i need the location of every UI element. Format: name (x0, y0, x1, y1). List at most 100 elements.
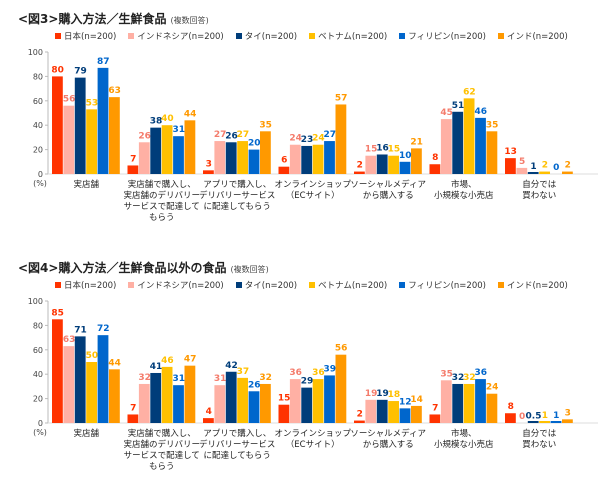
data-label: 16 (376, 143, 389, 153)
data-label: 2 (565, 161, 571, 171)
bar (527, 172, 539, 174)
bar (74, 336, 86, 423)
legend-swatch (497, 282, 504, 288)
legend-item: インド(n=200) (497, 30, 568, 42)
data-label: 4 (206, 407, 212, 417)
chart-subtitle: (複数回答) (170, 16, 209, 25)
x-tick-label: オンラインショップ（ECサイト） (274, 180, 351, 201)
data-label: 0 (519, 412, 525, 422)
legend: 日本(n=200) インドネシア(n=200) タイ(n=200) ベトナム(n… (55, 279, 568, 291)
data-label: 13 (504, 147, 517, 157)
bar (150, 372, 162, 423)
legend-swatch (309, 33, 316, 39)
x-tick-label: 実店舗で購入し、実店舗のデリバリーサービスで配達してもらう (123, 428, 200, 472)
bar (260, 131, 271, 174)
data-label: 42 (225, 361, 238, 371)
bar (173, 136, 184, 174)
data-label: 36 (312, 368, 325, 378)
data-label: 51 (452, 101, 465, 111)
bar (74, 77, 86, 174)
data-label: 26 (138, 131, 151, 141)
bar (278, 404, 290, 423)
x-tick-label-line: 買わない (522, 191, 556, 201)
bar (203, 418, 214, 423)
bar (452, 111, 464, 174)
data-label: 19 (376, 389, 389, 399)
bar (312, 144, 324, 174)
x-tick-label-line: に配達してもらう (204, 201, 271, 212)
x-tick-label-line: （ECサイト） (286, 190, 340, 201)
data-label: 32 (452, 373, 465, 383)
x-tick-label-line: オンラインショップ (274, 429, 351, 439)
legend-item: ベトナム(n=200) (309, 279, 387, 291)
x-tick-label-line: デリバリーサービス (199, 190, 275, 201)
data-label: 50 (86, 351, 99, 361)
data-label: 8 (508, 402, 514, 412)
data-label: 1 (542, 411, 548, 421)
data-label: 3 (565, 408, 571, 418)
y-tick-label: 100 (28, 297, 43, 306)
y-tick-label: 20 (33, 146, 43, 155)
data-label: 47 (184, 355, 197, 365)
y-tick-label: 20 (33, 395, 43, 404)
x-tick-label-line: 自分では (522, 179, 557, 190)
bar (399, 161, 411, 174)
x-tick-label-line: 小規模な小売店 (434, 190, 494, 201)
bar (335, 354, 347, 423)
bar (539, 171, 550, 174)
y-tick-label: 40 (33, 370, 43, 379)
data-label: 32 (463, 373, 476, 383)
bar (429, 414, 441, 423)
legend-item: ベトナム(n=200) (309, 30, 387, 42)
bar (475, 117, 486, 174)
bar (127, 165, 139, 174)
chart-title-text: <図4>購入方法／生鮮食品以外の食品 (18, 261, 227, 275)
bar (184, 365, 196, 423)
x-tick-label: 自分では買わない (522, 179, 557, 201)
bar (312, 379, 324, 423)
data-label: 27 (214, 130, 227, 140)
data-label: 87 (97, 57, 110, 67)
data-label: 57 (335, 93, 348, 103)
x-tick-label-line: 実店舗のデリバリー (123, 439, 200, 450)
data-label: 32 (138, 373, 151, 383)
bar (214, 141, 226, 174)
x-tick-label: アプリで購入し、デリバリーサービスに配達してもらう (199, 179, 275, 212)
data-label: 38 (150, 117, 163, 127)
bar (289, 144, 301, 174)
bar (388, 155, 399, 174)
bar (365, 399, 377, 423)
chart-title: <図3>購入方法／生鮮食品 (複数回答) (18, 10, 209, 27)
x-tick-label-line: 買わない (522, 440, 556, 450)
x-tick-label-line: 自分では (522, 428, 557, 439)
data-label: 18 (388, 390, 401, 400)
x-tick-label: 自分では買わない (522, 428, 557, 450)
bar (452, 383, 464, 423)
bar (301, 387, 313, 423)
bar (376, 154, 388, 174)
x-tick-label-line: 実店舗 (73, 428, 99, 439)
legend-item: インド(n=200) (497, 279, 568, 291)
y-tick-label: 100 (28, 48, 43, 57)
data-label: 27 (324, 130, 337, 140)
y-tick-label: 60 (33, 346, 43, 355)
x-tick-label: 市場、小規模な小売店 (434, 179, 494, 201)
data-label: 45 (440, 108, 453, 118)
bar (237, 377, 248, 423)
data-label: 8 (432, 153, 438, 163)
data-label: 62 (463, 87, 476, 97)
bar (109, 97, 120, 174)
x-tick-label-line: 実店舗のデリバリー (123, 190, 200, 201)
bar (475, 379, 486, 423)
bar (376, 399, 388, 423)
bar (161, 366, 173, 423)
legend-swatch (55, 33, 61, 39)
data-label: 2 (357, 410, 363, 420)
bar (203, 170, 214, 174)
data-label: 10 (399, 151, 412, 161)
x-tick-label-line: もらう (149, 462, 175, 472)
data-label: 31 (173, 374, 186, 384)
bar (365, 155, 377, 174)
data-label: 7 (130, 403, 136, 413)
data-label: 12 (399, 397, 412, 407)
